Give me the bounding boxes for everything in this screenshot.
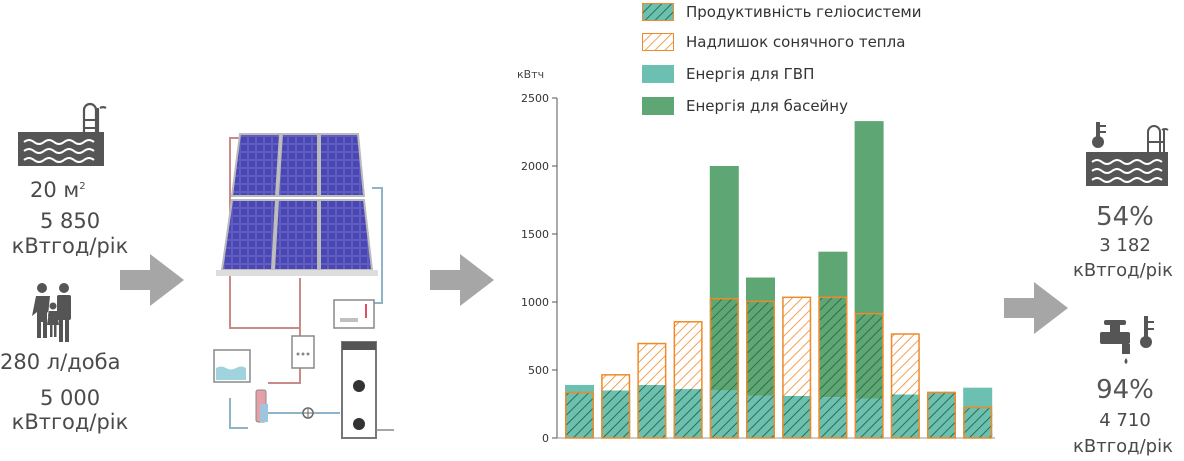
bar-surplus [601,374,631,391]
y-tick-label: 1500 [521,228,549,241]
bar-productivity-outline [927,391,956,439]
bar-productivity-hatch [565,391,594,438]
pool-energy-unit: кВтгод/рік [11,234,129,258]
bar-productivity-hatch [782,395,812,438]
bar-productivity-hatch [601,390,631,438]
bar-productivity-hatch [963,406,993,438]
legend-label-surplus: Надлишок сонячного тепла [686,33,906,51]
legend-label-productivity: Продуктивність геліосистеми [686,3,922,21]
arrow-right-icon [120,254,184,306]
pool-area: 20 м2 [30,178,86,202]
bar-productivity-outline [565,391,594,439]
bar-productivity-hatch [854,312,884,438]
solar-system-diagram [213,133,394,439]
bar-productivity-outline [673,321,703,439]
bar-productivity-outline [746,300,775,439]
bar-productivity-outline [637,342,667,439]
bar-productivity-outline [963,406,993,439]
arrow-right-icon [430,254,494,306]
bar-productivity-hatch [637,384,667,438]
bar-productivity-outline [854,312,884,439]
bar-productivity-outline [818,296,848,439]
pool-unit: кВтгод/рік [1073,260,1173,281]
arrow-right-icon [1004,282,1068,334]
legend-swatch-pool [642,97,674,115]
y-tick-label: 2500 [521,92,549,105]
pool-value: 3 182 [1099,235,1151,256]
bar-productivity-hatch [818,296,848,438]
bar-productivity-outline [890,333,920,439]
dhw-energy-unit: кВтгод/рік [11,410,129,434]
pool-thermometer-icon [1086,122,1169,186]
legend-swatch-productivity [642,3,674,21]
dhw-value: 4 710 [1099,410,1151,431]
dhw-energy-value: 5 000 [39,386,101,410]
bar-productivity-outline [782,296,812,439]
bar-productivity-outline [601,374,631,439]
y-tick-label: 1000 [521,296,549,309]
bar-productivity-hatch [746,300,775,438]
bar-surplus [890,333,920,395]
pool-energy-value: 5 850 [39,209,101,233]
dhw-unit: кВтгод/рік [1073,436,1173,457]
pool-icon [18,102,107,166]
energy-chart: кВтч 0 500 1000 1500 2000 2500 [517,68,995,445]
bar-productivity-hatch [673,389,703,438]
bar-surplus [637,342,667,385]
bar-productivity-hatch [927,391,956,438]
water-volume: 280 л/доба [0,350,121,374]
bar-productivity-hatch [709,297,739,438]
y-tick-label: 0 [542,432,549,445]
legend-label-pool: Енергія для басейну [686,97,848,115]
legend-swatch-dhw [642,65,674,83]
legend-label-dhw: Енергія для ГВП [686,65,815,83]
dhw-percent: 94% [1096,375,1154,405]
tap-thermometer-icon [1100,316,1154,364]
y-axis-label: кВтч [517,68,544,81]
bar-surplus [782,296,812,396]
bar-surplus [673,321,703,390]
y-tick-label: 500 [528,364,549,377]
pool-percent: 54% [1096,202,1154,232]
bar-productivity-outline [709,297,739,439]
legend-swatch-surplus [642,33,674,51]
y-tick-label: 2000 [521,160,549,173]
family-icon [32,283,71,342]
bar-productivity-hatch [890,394,920,438]
